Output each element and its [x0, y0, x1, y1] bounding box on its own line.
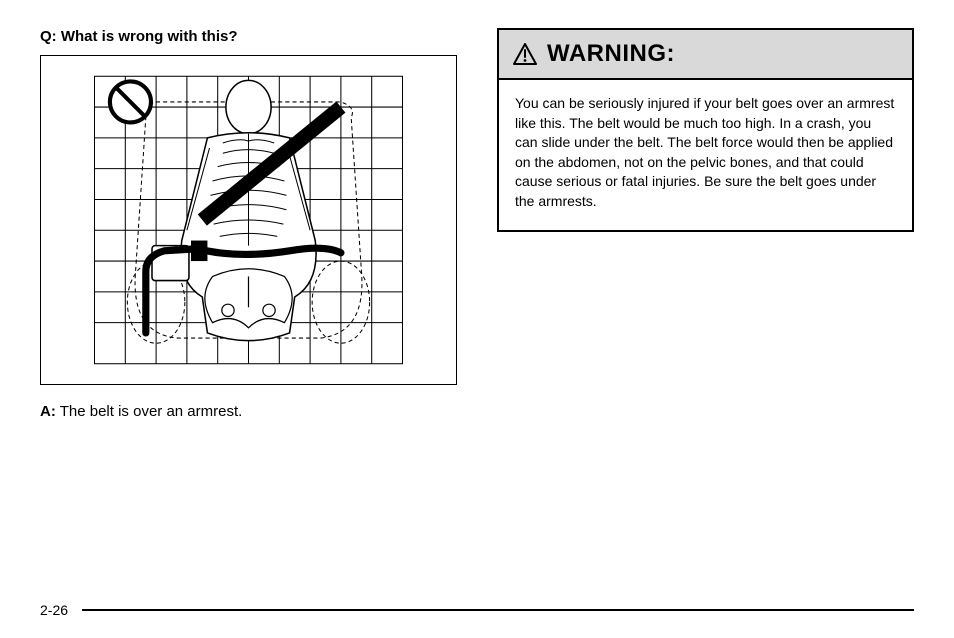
prohibition-icon	[110, 81, 151, 122]
warning-box: WARNING: You can be seriously injured if…	[497, 28, 914, 232]
content-columns: Q: What is wrong with this?	[40, 28, 914, 602]
page-footer: 2-26	[40, 602, 914, 618]
warning-title: WARNING:	[547, 40, 675, 68]
page-number: 2-26	[40, 602, 68, 618]
q-label: Q:	[40, 28, 57, 45]
warning-body-text: You can be seriously injured if your bel…	[499, 80, 912, 230]
left-column: Q: What is wrong with this?	[40, 28, 457, 602]
seatbelt-diagram	[51, 66, 446, 374]
answer-line: A: The belt is over an armrest.	[40, 403, 457, 420]
question-line: Q: What is wrong with this?	[40, 28, 457, 45]
q-text: What is wrong with this?	[61, 28, 238, 45]
right-column: WARNING: You can be seriously injured if…	[497, 28, 914, 602]
footer-rule	[82, 609, 914, 611]
figure-frame	[40, 55, 457, 385]
warning-icon	[513, 43, 537, 65]
manual-page: Q: What is wrong with this?	[0, 0, 954, 638]
a-label: A:	[40, 403, 56, 420]
warning-header: WARNING:	[499, 30, 912, 80]
a-text: The belt is over an armrest.	[60, 403, 243, 420]
